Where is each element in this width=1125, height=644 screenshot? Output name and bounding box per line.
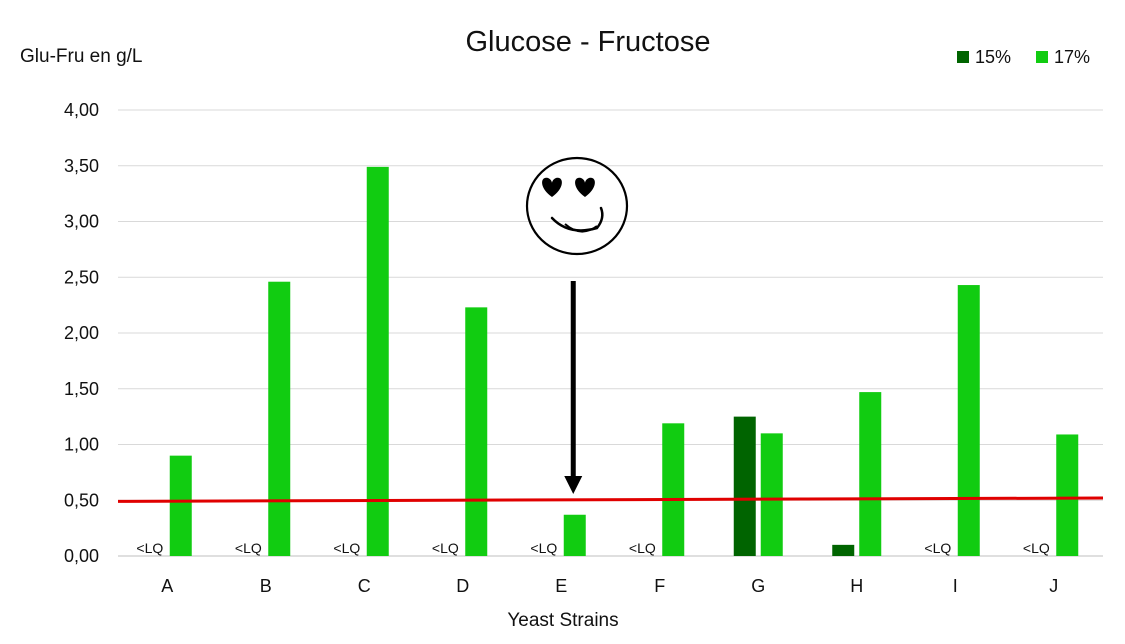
y-tick-label: 1,00 <box>64 435 99 455</box>
y-tick-label: 1,50 <box>64 379 99 399</box>
annotation <box>525 156 629 494</box>
below-lq-labels: <LQ <LQ <LQ <LQ <LQ <LQ <LQ <LQ <box>136 540 1049 556</box>
below-lq-label: <LQ <box>1023 540 1050 556</box>
heart-eyes-smiley-icon <box>525 156 629 256</box>
x-tick-label: D <box>456 576 469 596</box>
x-axis-label: Yeast Strains <box>507 610 618 631</box>
x-tick-label: J <box>1049 576 1058 596</box>
bar-17pct-D <box>465 307 488 556</box>
bar-17pct-F <box>662 423 685 556</box>
bar-15pct-G <box>733 416 756 556</box>
bars <box>169 166 1079 557</box>
bar-17pct-J <box>1056 434 1079 556</box>
y-tick-label: 2,50 <box>64 267 99 287</box>
bar-17pct-A <box>169 455 192 556</box>
y-tick-label: 3,50 <box>64 156 99 176</box>
y-tick-label: 3,00 <box>64 212 99 232</box>
x-tick-label: C <box>358 576 371 596</box>
bar-17pct-H <box>859 392 882 556</box>
bar-15pct-H <box>832 544 855 556</box>
y-tick-label: 0,50 <box>64 490 99 510</box>
gridlines <box>118 109 1103 557</box>
below-lq-label: <LQ <box>136 540 163 556</box>
bar-17pct-C <box>366 166 389 557</box>
y-tick-label: 2,00 <box>64 323 99 343</box>
below-lq-label: <LQ <box>432 540 459 556</box>
chart-title: Glucose - Fructose <box>466 26 711 58</box>
x-tick-label: B <box>260 576 272 596</box>
legend-label: 17% <box>1054 47 1090 67</box>
legend-label: 15% <box>975 47 1011 67</box>
x-tick-label: F <box>654 576 665 596</box>
threshold-line <box>117 496 1104 503</box>
bar-17pct-I <box>957 285 980 556</box>
x-tick-label: A <box>161 576 173 596</box>
below-lq-label: <LQ <box>924 540 951 556</box>
below-lq-label: <LQ <box>530 540 557 556</box>
below-lq-label: <LQ <box>333 540 360 556</box>
legend: 15% 17% <box>957 47 1090 67</box>
bar-17pct-B <box>268 281 291 556</box>
below-lq-label: <LQ <box>629 540 656 556</box>
bar-17pct-E <box>563 514 586 556</box>
x-tick-label: H <box>850 576 863 596</box>
bar-17pct-G <box>760 433 783 556</box>
y-axis-label: Glu-Fru en g/L <box>20 46 143 67</box>
x-tick-label: E <box>555 576 567 596</box>
y-tick-labels: 0,00 0,50 1,00 1,50 2,00 2,50 3,00 3,50 4,00 <box>64 100 99 566</box>
y-tick-label: 0,00 <box>64 546 99 566</box>
below-lq-label: <LQ <box>235 540 262 556</box>
x-tick-label: I <box>953 576 958 596</box>
legend-swatch <box>1036 51 1048 63</box>
x-tick-labels: A B C D E F G H I J <box>161 576 1058 596</box>
x-tick-label: G <box>751 576 765 596</box>
y-tick-label: 4,00 <box>64 100 99 120</box>
legend-swatch <box>957 51 969 63</box>
annotation-arrowhead <box>564 476 583 494</box>
